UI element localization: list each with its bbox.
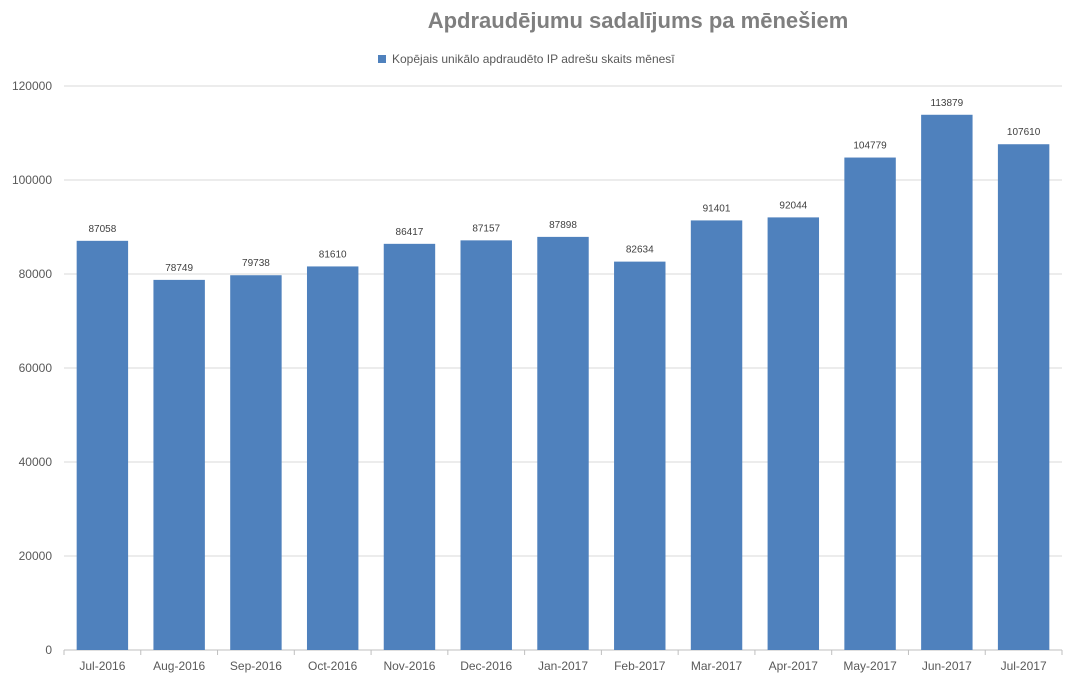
data-label: 81610 [319,249,347,260]
y-tick-label: 60000 [19,361,53,375]
y-tick-label: 80000 [19,267,53,281]
y-tick-label: 40000 [19,455,53,469]
bar [767,217,820,651]
x-tick-label: Jan-2017 [538,659,588,673]
bar [844,157,896,650]
legend: Kopējais unikālo apdraudēto IP adrešu sk… [378,52,675,66]
bar [383,243,436,651]
data-label: 113879 [931,98,964,109]
data-label: 86417 [396,227,424,238]
legend-label: Kopējais unikālo apdraudēto IP adrešu sk… [392,52,675,66]
chart-title: Apdraudējumu sadalījums pa mēnešiem [427,8,849,33]
bar [537,236,589,650]
data-label: 92044 [779,200,807,211]
x-tick-label: May-2017 [843,659,897,673]
x-tick-label: Nov-2016 [383,659,435,673]
x-tick-label: Feb-2017 [614,659,666,673]
x-tick-label: Dec-2016 [460,659,512,673]
x-tick-label: Jul-2016 [79,659,125,673]
data-label: 87058 [88,224,116,235]
y-tick-label: 20000 [19,549,53,563]
bar [76,240,129,650]
data-label: 87157 [472,223,500,234]
bar [230,275,282,650]
y-tick-label: 0 [45,643,52,657]
data-label: 79738 [242,258,270,269]
legend-swatch [378,55,386,63]
bar [153,279,205,650]
x-tick-label: Apr-2017 [769,659,819,673]
y-tick-label: 100000 [12,173,52,187]
bar [614,261,666,650]
data-label: 91401 [703,203,731,214]
data-label: 104779 [853,141,887,152]
x-tick-label: Jun-2017 [922,659,972,673]
x-tick-label: Aug-2016 [153,659,205,673]
data-label: 107610 [1007,127,1041,138]
bar [997,144,1050,650]
y-tick-label: 120000 [12,79,52,93]
bar [921,114,973,651]
bar [460,240,512,650]
x-tick-label: Mar-2017 [691,659,743,673]
data-label: 82634 [626,245,654,256]
x-tick-label: Sep-2016 [230,659,282,673]
data-label: 78749 [165,263,193,274]
bar [306,266,359,650]
bar [690,220,743,651]
x-tick-label: Oct-2016 [308,659,358,673]
x-tick-label: Jul-2017 [1001,659,1047,673]
data-label: 87898 [549,220,577,231]
